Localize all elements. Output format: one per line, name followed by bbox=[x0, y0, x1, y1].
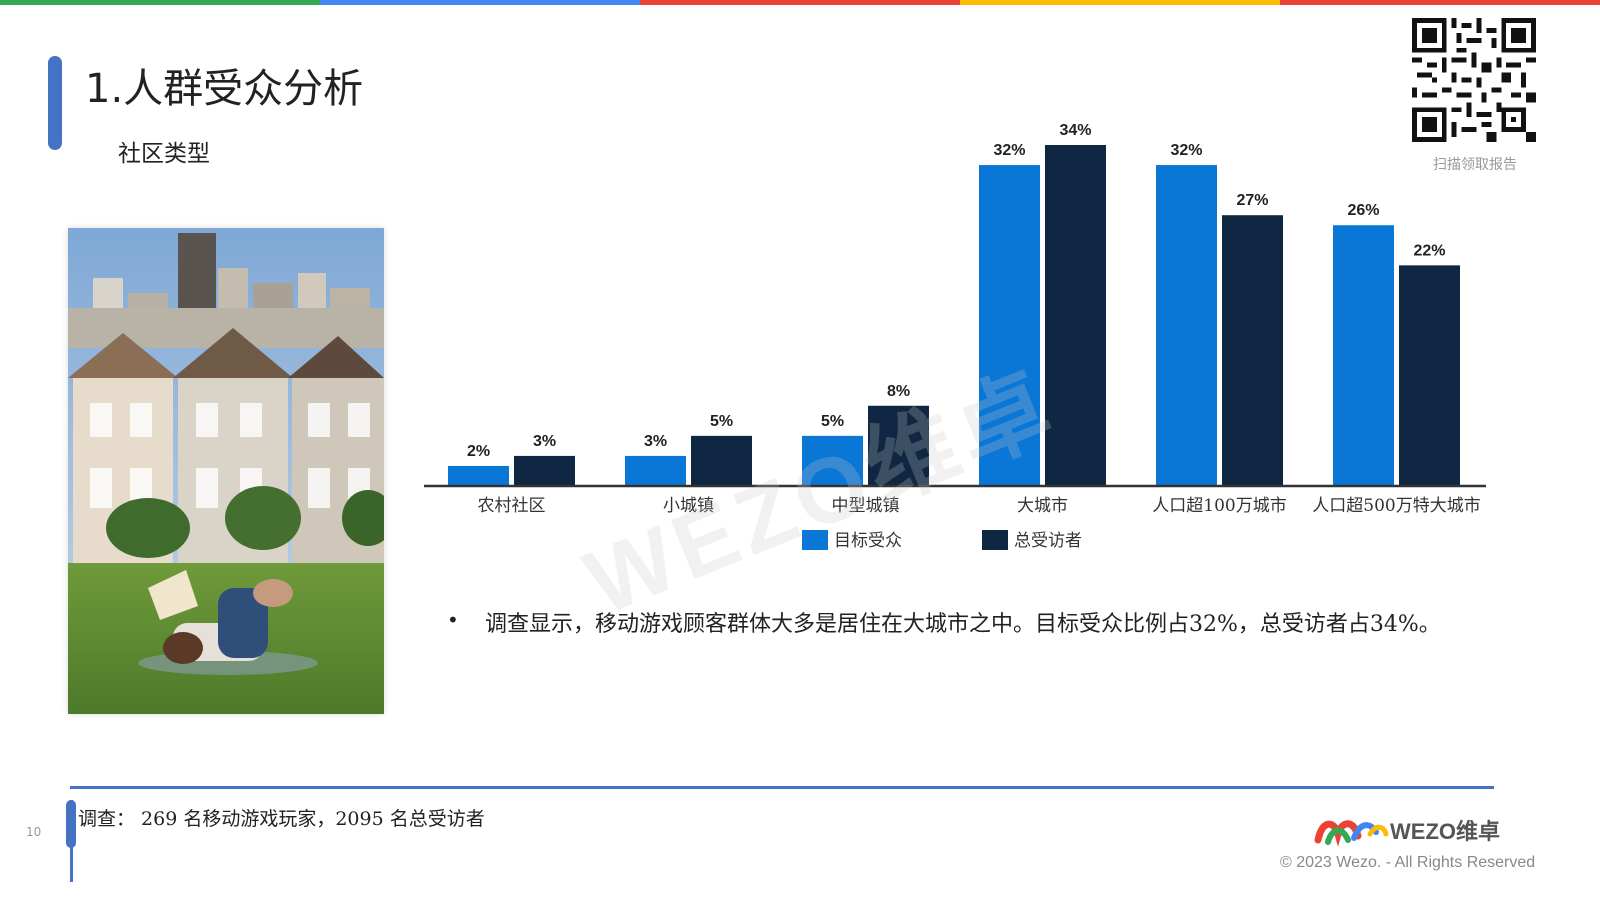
qr-code-icon[interactable] bbox=[1412, 18, 1536, 142]
bullet-marker: • bbox=[447, 608, 459, 632]
footer-divider bbox=[70, 786, 1494, 789]
category-label: 中型城镇 bbox=[832, 496, 900, 516]
bar-target-4 bbox=[1156, 165, 1217, 486]
bar-target-1 bbox=[625, 455, 686, 486]
bar-total-2 bbox=[868, 405, 929, 486]
legend-label-1: 总受访者 bbox=[1014, 531, 1082, 551]
x-axis-labels: 农村社区 小城镇 中型城镇 大城市 人口超100万城市 人口超500万特大城市 bbox=[478, 496, 1481, 516]
bar-total-4 bbox=[1222, 215, 1283, 486]
footer-accent-bar bbox=[66, 800, 76, 848]
copyright-text: © 2023 Wezo. - All Rights Reserved bbox=[1280, 854, 1536, 871]
top-bar-green bbox=[0, 0, 320, 5]
category-label: 人口超500万特大城市 bbox=[1312, 496, 1480, 516]
category-label: 农村社区 bbox=[478, 496, 546, 516]
bar-value-label: 5% bbox=[710, 413, 733, 430]
bar-total-5 bbox=[1399, 265, 1460, 486]
bar-target-3 bbox=[979, 165, 1040, 486]
wezo-logo-icon: WEZO维卓 bbox=[1314, 819, 1500, 847]
top-bar-blue bbox=[320, 0, 640, 5]
bar-chart: 2% 3% 3% 5% 5% 8% 32% 34% 32% 27% 26% 22% 农村社区 小城镇 中型… bbox=[424, 122, 1486, 551]
category-label: 小城镇 bbox=[663, 496, 714, 516]
bar-value-label: 26% bbox=[1347, 202, 1379, 219]
qr-caption: 扫描领取报告 bbox=[1433, 157, 1517, 173]
bar-value-label: 34% bbox=[1059, 122, 1091, 139]
top-bar-orange bbox=[1280, 0, 1600, 5]
legend-swatch-0 bbox=[802, 530, 828, 550]
chart-bars: 2% 3% 3% 5% 5% 8% 32% 34% 32% 27% 26% 22% bbox=[448, 122, 1460, 486]
bar-value-label: 2% bbox=[467, 443, 490, 460]
bar-value-label: 5% bbox=[821, 413, 844, 430]
bar-target-5 bbox=[1333, 225, 1394, 486]
bar-value-label: 3% bbox=[644, 433, 667, 450]
top-color-bar bbox=[0, 0, 1600, 5]
bar-value-label: 22% bbox=[1413, 242, 1445, 259]
legend-swatch-1 bbox=[982, 530, 1008, 550]
bar-value-label: 32% bbox=[993, 142, 1025, 159]
legend-label-0: 目标受众 bbox=[834, 531, 902, 551]
summary-note: 调查显示，移动游戏顾客群体大多是居住在大城市之中。目标受众比例占32%，总受访者… bbox=[485, 612, 1441, 637]
category-label: 人口超100万城市 bbox=[1152, 496, 1286, 516]
category-label: 大城市 bbox=[1017, 496, 1068, 516]
top-bar-yellow bbox=[960, 0, 1280, 5]
title-accent-bar bbox=[48, 56, 62, 150]
bar-total-3 bbox=[1045, 145, 1106, 486]
section-subtitle: 社区类型 bbox=[118, 141, 210, 167]
bar-target-0 bbox=[448, 465, 509, 486]
bar-value-label: 27% bbox=[1236, 192, 1268, 209]
page-title: 1.人群受众分析 bbox=[85, 66, 364, 112]
bar-value-label: 8% bbox=[887, 383, 910, 400]
bar-total-0 bbox=[514, 455, 575, 486]
bar-total-1 bbox=[691, 435, 752, 486]
photo-houses-reader bbox=[68, 228, 384, 714]
top-bar-red bbox=[640, 0, 960, 5]
chart-legend: 目标受众 总受访者 bbox=[802, 530, 1082, 551]
survey-info: 调查： 269 名移动游戏玩家，2095 名总受访者 bbox=[78, 808, 485, 830]
page-number: 10 bbox=[26, 825, 42, 839]
bar-value-label: 3% bbox=[533, 433, 556, 450]
svg-text:WEZO维卓: WEZO维卓 bbox=[1390, 819, 1500, 844]
bar-target-2 bbox=[802, 435, 863, 486]
bar-value-label: 32% bbox=[1170, 142, 1202, 159]
